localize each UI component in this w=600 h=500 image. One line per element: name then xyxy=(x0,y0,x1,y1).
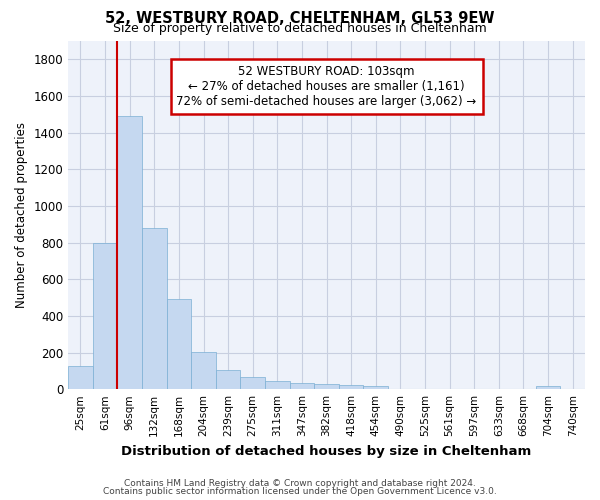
Text: Contains HM Land Registry data © Crown copyright and database right 2024.: Contains HM Land Registry data © Crown c… xyxy=(124,479,476,488)
Bar xyxy=(314,384,339,389)
Text: Contains public sector information licensed under the Open Government Licence v3: Contains public sector information licen… xyxy=(103,487,497,496)
Bar xyxy=(339,384,364,389)
Bar xyxy=(191,352,216,389)
Text: 52 WESTBURY ROAD: 103sqm
← 27% of detached houses are smaller (1,161)
72% of sem: 52 WESTBURY ROAD: 103sqm ← 27% of detach… xyxy=(176,66,477,108)
Bar xyxy=(364,386,388,389)
Bar xyxy=(290,383,314,389)
Text: 52, WESTBURY ROAD, CHELTENHAM, GL53 9EW: 52, WESTBURY ROAD, CHELTENHAM, GL53 9EW xyxy=(105,11,495,26)
X-axis label: Distribution of detached houses by size in Cheltenham: Distribution of detached houses by size … xyxy=(121,444,532,458)
Bar xyxy=(93,242,118,389)
Text: Size of property relative to detached houses in Cheltenham: Size of property relative to detached ho… xyxy=(113,22,487,35)
Y-axis label: Number of detached properties: Number of detached properties xyxy=(15,122,28,308)
Bar xyxy=(216,370,241,389)
Bar xyxy=(536,386,560,389)
Bar xyxy=(118,116,142,389)
Bar xyxy=(167,300,191,389)
Bar xyxy=(68,366,93,389)
Bar xyxy=(265,381,290,389)
Bar xyxy=(241,378,265,389)
Bar xyxy=(142,228,167,389)
